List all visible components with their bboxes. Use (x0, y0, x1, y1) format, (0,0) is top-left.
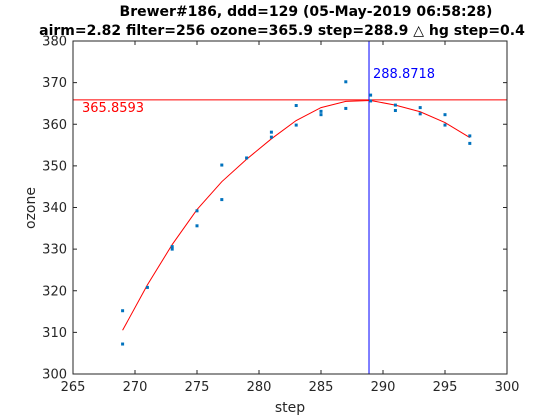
data-point (369, 99, 373, 103)
data-point (468, 141, 472, 145)
y-axis-label: ozone (23, 187, 39, 229)
y-tick-label: 380 (42, 35, 67, 50)
data-point (220, 163, 224, 167)
chart-title-line1: Brewer#186, ddd=129 (05-May-2019 06:58:2… (120, 4, 493, 20)
data-point (170, 247, 174, 251)
plot-area (73, 41, 507, 374)
data-point (443, 123, 447, 127)
data-point (319, 109, 323, 113)
data-point (145, 285, 149, 289)
y-tick-label: 310 (42, 326, 67, 341)
y-tick-label: 340 (42, 201, 67, 216)
x-tick-label: 290 (371, 380, 396, 395)
x-tick-label: 285 (309, 380, 334, 395)
y-tick-label: 350 (42, 159, 67, 174)
y-tick-label: 360 (42, 118, 67, 133)
data-point (344, 106, 348, 110)
data-point (418, 106, 422, 110)
x-tick-label: 270 (123, 380, 148, 395)
ozone-max-label: 365.8593 (82, 101, 144, 116)
data-point (393, 103, 397, 107)
data-point (195, 224, 199, 228)
data-point (121, 342, 125, 346)
data-point (418, 112, 422, 116)
data-point (269, 135, 273, 139)
step-max-label: 288.8718 (373, 67, 435, 82)
data-point (344, 80, 348, 84)
data-point (319, 113, 323, 117)
y-tick-label: 300 (42, 368, 67, 383)
data-point (393, 109, 397, 113)
chart-title-line2: airm=2.82 filter=256 ozone=365.9 step=28… (39, 23, 525, 39)
x-tick-label: 275 (185, 380, 210, 395)
data-point (269, 130, 273, 134)
y-tick-label: 370 (42, 76, 67, 91)
x-tick-label: 280 (247, 380, 272, 395)
x-axis-label: step (275, 400, 305, 416)
data-point (220, 198, 224, 202)
x-tick-label: 265 (61, 380, 86, 395)
data-point (195, 209, 199, 213)
data-point (121, 309, 125, 313)
y-tick-label: 330 (42, 243, 67, 258)
y-tick-label: 320 (42, 284, 67, 299)
data-point (369, 93, 373, 97)
data-point (468, 134, 472, 138)
x-tick-label: 295 (433, 380, 458, 395)
data-point (245, 156, 249, 160)
data-point (294, 104, 298, 108)
data-point (443, 113, 447, 117)
x-tick-label: 300 (495, 380, 520, 395)
data-point (170, 245, 174, 249)
fit-curve (122, 100, 471, 331)
data-point (294, 123, 298, 127)
